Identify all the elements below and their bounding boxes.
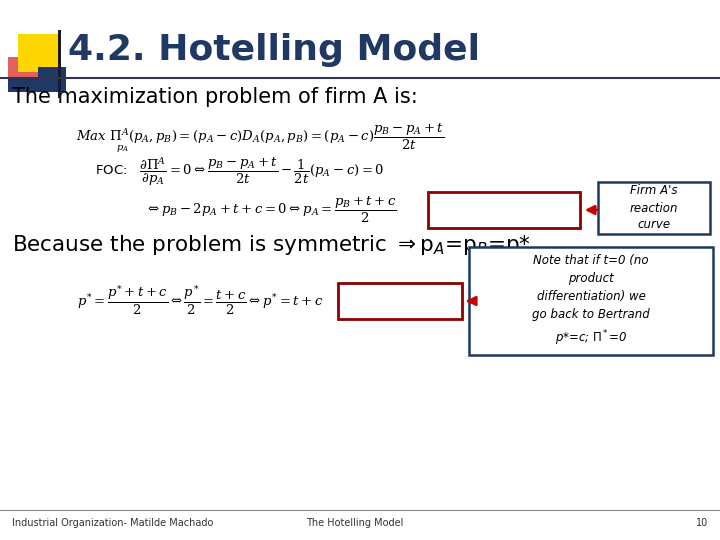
Bar <box>38 67 66 92</box>
Bar <box>8 57 48 92</box>
Bar <box>18 34 60 72</box>
Text: 10: 10 <box>696 518 708 528</box>
Text: $\Leftrightarrow p_{B}-2p_{A}+t+c=0\Leftrightarrow p_{A}=\dfrac{p_{B}+t+c}{2}$: $\Leftrightarrow p_{B}-2p_{A}+t+c=0\Left… <box>145 195 397 225</box>
Text: Note that if t=0 (no
product
differentiation) we
go back to Bertrand
p*=c; $\Pi^: Note that if t=0 (no product differentia… <box>532 254 650 348</box>
Text: FOC:   $\dfrac{\partial\Pi^{A}}{\partial p_{A}}=0\Leftrightarrow\dfrac{p_{B}-p_{: FOC: $\dfrac{\partial\Pi^{A}}{\partial p… <box>95 156 384 188</box>
FancyBboxPatch shape <box>598 182 710 234</box>
Text: The Hotelling Model: The Hotelling Model <box>306 518 404 528</box>
Text: 4.2. Hotelling Model: 4.2. Hotelling Model <box>68 33 480 67</box>
Bar <box>8 78 38 92</box>
Text: Because the problem is symmetric $\Rightarrow$p$_A$=p$_B$=p*: Because the problem is symmetric $\Right… <box>12 233 531 257</box>
Text: The maximization problem of firm A is:: The maximization problem of firm A is: <box>12 87 418 107</box>
Text: $p^{*}=\dfrac{p^{*}+t+c}{2}\Leftrightarrow\dfrac{p^{*}}{2}=\dfrac{t+c}{2}\Leftri: $p^{*}=\dfrac{p^{*}+t+c}{2}\Leftrightarr… <box>77 284 323 316</box>
Text: $p_{A}$: $p_{A}$ <box>116 144 128 154</box>
FancyBboxPatch shape <box>469 247 713 355</box>
Text: Industrial Organization- Matilde Machado: Industrial Organization- Matilde Machado <box>12 518 213 528</box>
Text: $\mathrm{\mathit{Max}}\ \Pi^{A}(p_{A},p_{B})=(p_{A}-c)D_{A}(p_{A},p_{B})=(p_{A}-: $\mathrm{\mathit{Max}}\ \Pi^{A}(p_{A},p_… <box>76 122 444 152</box>
Bar <box>58 30 61 98</box>
Text: Firm A's
reaction
curve: Firm A's reaction curve <box>630 185 678 232</box>
